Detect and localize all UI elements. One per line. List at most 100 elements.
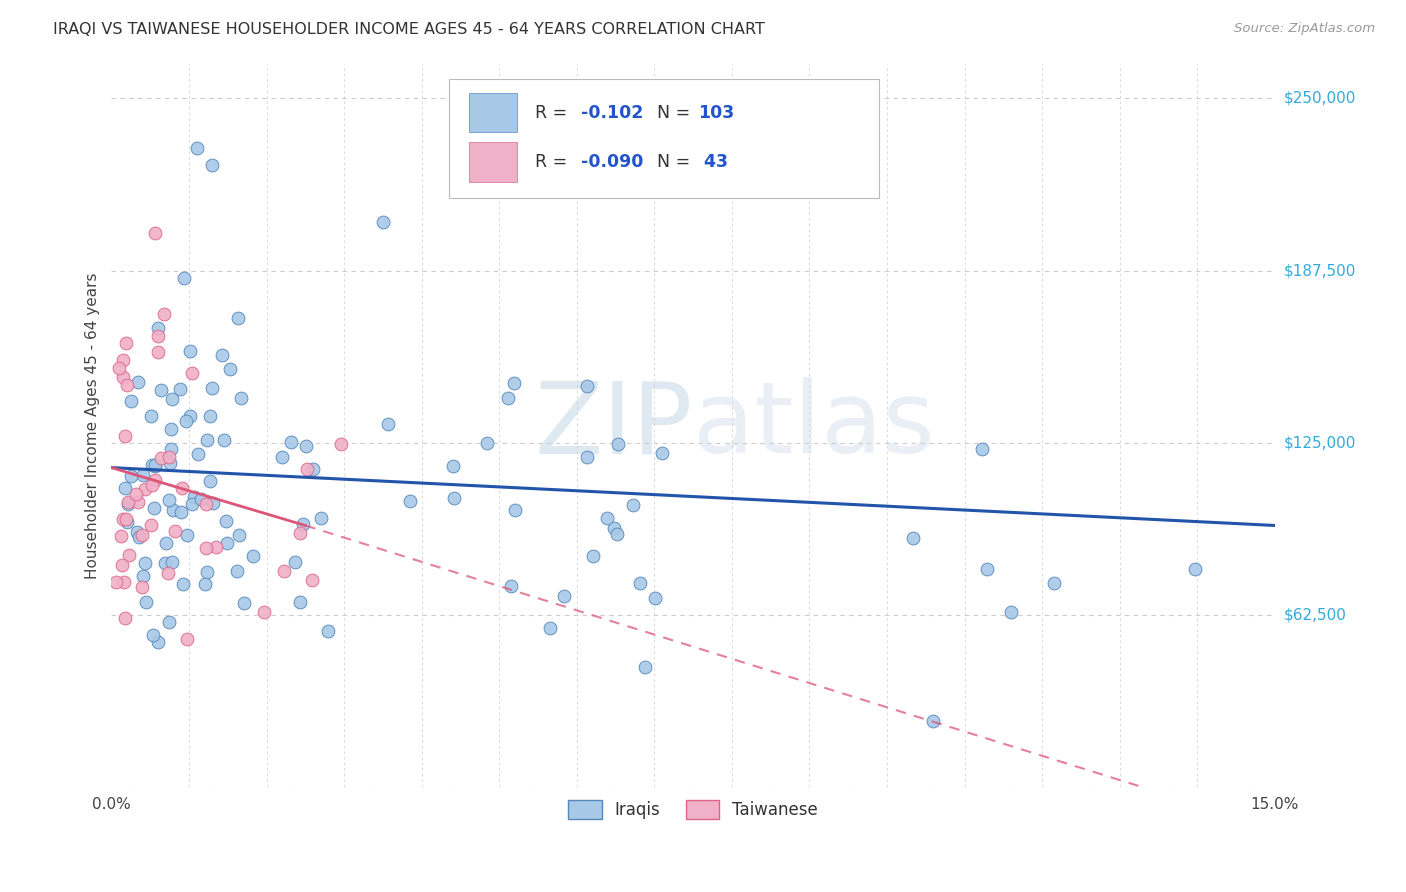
Point <box>117 495 139 509</box>
Point <box>576 378 599 392</box>
Point <box>117 498 139 512</box>
Point <box>186 141 208 155</box>
Point <box>621 498 644 512</box>
Point <box>111 370 134 384</box>
Point <box>160 392 183 406</box>
Point <box>114 429 136 443</box>
Point <box>1000 605 1022 619</box>
Point <box>628 575 651 590</box>
Point <box>606 527 628 541</box>
FancyBboxPatch shape <box>468 142 517 182</box>
Point <box>377 417 399 431</box>
Point <box>108 361 131 376</box>
Point <box>169 382 191 396</box>
Point <box>155 536 177 550</box>
Point <box>141 478 163 492</box>
Point <box>179 343 201 358</box>
Point <box>228 528 250 542</box>
Text: N =: N = <box>657 103 696 121</box>
Text: $250,000: $250,000 <box>1284 91 1357 106</box>
Point <box>148 329 170 343</box>
Point <box>399 493 422 508</box>
Point <box>112 575 135 590</box>
Point <box>120 393 142 408</box>
Point <box>141 458 163 472</box>
Point <box>157 615 180 630</box>
Point <box>302 462 325 476</box>
Point <box>232 595 254 609</box>
FancyBboxPatch shape <box>449 78 879 198</box>
Point <box>132 468 155 483</box>
Point <box>111 558 134 572</box>
Point <box>190 492 212 507</box>
Point <box>134 482 156 496</box>
Point <box>295 461 318 475</box>
Point <box>127 495 149 509</box>
Point <box>651 446 673 460</box>
Point <box>128 530 150 544</box>
Point <box>228 310 250 325</box>
Point <box>114 611 136 625</box>
Point <box>143 500 166 515</box>
Point <box>253 605 276 619</box>
Point <box>921 714 943 728</box>
Point <box>219 362 242 376</box>
Point <box>226 564 249 578</box>
Point <box>1184 562 1206 576</box>
Point <box>117 548 139 562</box>
Point <box>198 474 221 488</box>
Point <box>187 447 209 461</box>
Point <box>603 521 626 535</box>
Point <box>371 215 394 229</box>
Text: atlas: atlas <box>693 377 935 475</box>
Point <box>201 496 224 510</box>
Point <box>273 564 295 578</box>
Point <box>111 352 134 367</box>
Text: Source: ZipAtlas.com: Source: ZipAtlas.com <box>1234 22 1375 36</box>
Point <box>496 391 519 405</box>
Text: ZIP: ZIP <box>534 377 693 475</box>
Text: R =: R = <box>534 103 572 121</box>
Point <box>295 439 318 453</box>
Point <box>115 378 138 392</box>
Point <box>174 414 197 428</box>
Point <box>197 433 219 447</box>
Point <box>280 435 302 450</box>
Text: $62,500: $62,500 <box>1284 607 1347 623</box>
Point <box>159 442 181 457</box>
Legend: Iraqis, Taiwanese: Iraqis, Taiwanese <box>561 793 825 826</box>
Point <box>111 511 134 525</box>
Point <box>142 628 165 642</box>
Point <box>120 469 142 483</box>
Point <box>976 562 998 576</box>
Text: 43: 43 <box>697 153 728 170</box>
Point <box>194 541 217 555</box>
Point <box>1043 575 1066 590</box>
Point <box>148 320 170 334</box>
Point <box>205 541 228 555</box>
Point <box>644 591 666 606</box>
Point <box>148 635 170 649</box>
Point <box>149 383 172 397</box>
Point <box>553 589 575 603</box>
Point <box>201 381 224 395</box>
Point <box>179 409 201 424</box>
Point <box>291 516 314 531</box>
FancyBboxPatch shape <box>468 93 517 132</box>
Point <box>290 525 312 540</box>
Point <box>160 555 183 569</box>
Text: 103: 103 <box>697 103 734 121</box>
Point <box>139 409 162 424</box>
Point <box>145 458 167 473</box>
Text: $125,000: $125,000 <box>1284 435 1357 450</box>
Point <box>212 433 235 447</box>
Point <box>143 473 166 487</box>
Point <box>634 660 657 674</box>
Point <box>139 517 162 532</box>
Point <box>157 492 180 507</box>
Point <box>160 422 183 436</box>
Point <box>201 158 224 172</box>
Text: N =: N = <box>657 153 696 170</box>
Point <box>181 367 204 381</box>
Point <box>194 577 217 591</box>
